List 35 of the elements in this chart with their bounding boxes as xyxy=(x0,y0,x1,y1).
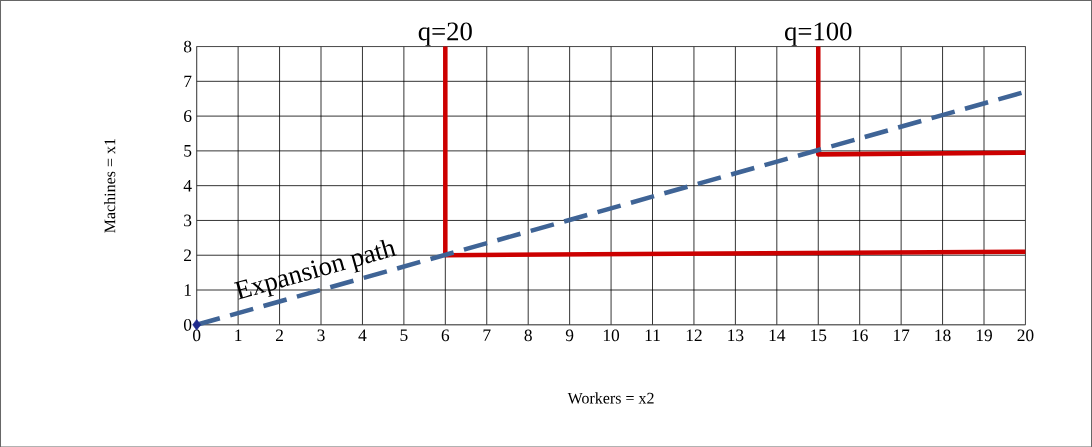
x-tick-label: 0 xyxy=(193,329,201,342)
x-tick-label: 7 xyxy=(483,329,491,341)
y-tick-label: 2 xyxy=(184,249,192,261)
y-tick-label: 8 xyxy=(183,40,192,53)
x-tick-label: 17 xyxy=(893,329,910,341)
x-tick-label: 11 xyxy=(645,329,660,341)
y-tick-label: 7 xyxy=(184,75,192,87)
y-tick-label: 1 xyxy=(184,284,191,296)
x-tick-label: 18 xyxy=(935,329,951,342)
x-tick-label: 6 xyxy=(441,329,450,341)
x-tick-label: 20 xyxy=(1017,329,1034,342)
x-tick-label: 15 xyxy=(811,329,827,341)
x-axis-title: Workers = x2 xyxy=(567,392,654,404)
y-tick-label: 3 xyxy=(184,214,192,227)
y-tick-label: 4 xyxy=(183,179,192,192)
x-tick-label: 10 xyxy=(603,329,620,342)
x-tick-label: 4 xyxy=(358,329,367,341)
y-tick-label: 6 xyxy=(184,110,192,122)
x-tick-label: 19 xyxy=(976,329,992,341)
annotation: q=20 xyxy=(418,22,472,46)
x-tick-label: 13 xyxy=(728,329,744,341)
y-tick-label: 5 xyxy=(184,144,192,157)
y-axis-title: Machines = x1 xyxy=(104,138,116,233)
x-tick-label: 16 xyxy=(852,329,868,341)
x-tick-label: 1 xyxy=(235,329,242,341)
x-tick-label: 12 xyxy=(686,329,702,341)
annotation: Expansion path xyxy=(233,239,397,300)
y-tick-label: 0 xyxy=(183,318,192,331)
x-tick-label: 14 xyxy=(769,329,786,341)
x-tick-label: 2 xyxy=(275,329,283,341)
x-tick-label: 5 xyxy=(400,329,408,341)
x-tick-label: 9 xyxy=(565,329,574,341)
annotation: q=100 xyxy=(785,22,852,46)
x-tick-label: 8 xyxy=(524,329,532,342)
x-tick-label: 3 xyxy=(317,329,325,341)
